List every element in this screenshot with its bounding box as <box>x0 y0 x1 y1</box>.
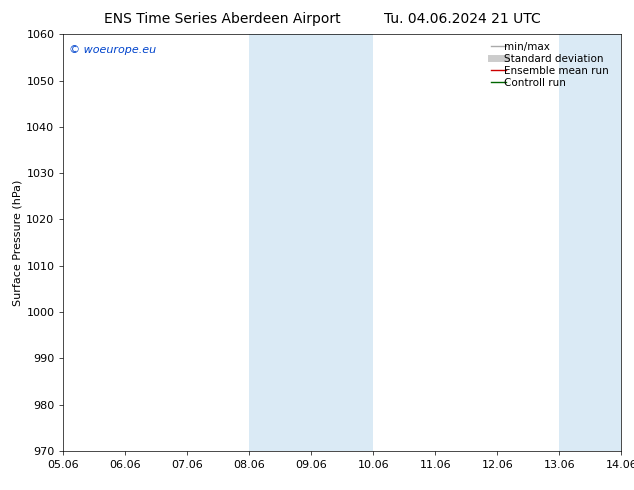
Text: © woeurope.eu: © woeurope.eu <box>69 45 156 55</box>
Text: Tu. 04.06.2024 21 UTC: Tu. 04.06.2024 21 UTC <box>384 12 541 26</box>
Y-axis label: Surface Pressure (hPa): Surface Pressure (hPa) <box>12 179 22 306</box>
Bar <box>311 34 373 451</box>
Legend: min/max, Standard deviation, Ensemble mean run, Controll run: min/max, Standard deviation, Ensemble me… <box>488 40 616 90</box>
Text: ENS Time Series Aberdeen Airport: ENS Time Series Aberdeen Airport <box>103 12 340 26</box>
Bar <box>559 34 621 451</box>
Bar <box>249 34 311 451</box>
